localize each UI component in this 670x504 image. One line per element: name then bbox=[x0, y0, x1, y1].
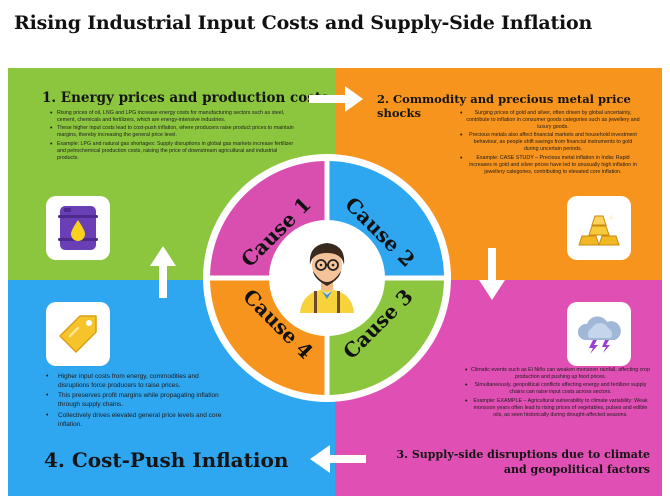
arrow-down-icon bbox=[479, 248, 505, 300]
price-tag-icon bbox=[46, 302, 110, 366]
bullet-supply-2: Simultaneously, geopolitical conflicts a… bbox=[465, 382, 650, 396]
bullets-supply: Climatic events such as El Niño can weak… bbox=[465, 367, 650, 420]
heading-supply: 3. Supply-side disruptions due to climat… bbox=[396, 448, 651, 476]
bullets-commodity: Surging prices of gold and silver, often… bbox=[460, 110, 640, 177]
arrow-up-icon bbox=[150, 246, 176, 298]
bullet-costpush-3: Collectively drives elevated general pri… bbox=[46, 411, 231, 429]
bullet-costpush-2: This preserves profit margins while prop… bbox=[46, 391, 231, 409]
page-title: Rising Industrial Input Costs and Supply… bbox=[14, 12, 593, 34]
heading-costpush: 4. Cost-Push Inflation bbox=[44, 448, 289, 472]
bullet-supply-3: Example: EXAMPLE – Agricultural vulnerab… bbox=[465, 398, 650, 419]
arrow-left-icon bbox=[310, 445, 366, 473]
storm-cloud-icon bbox=[567, 302, 631, 366]
bullets-costpush: Higher input costs from energy, commodit… bbox=[46, 372, 231, 430]
bullet-energy-3: Example: LPG and natural gas shortages: … bbox=[50, 141, 300, 162]
bullet-supply-1: Climatic events such as El Niño can weak… bbox=[465, 367, 650, 381]
bullet-commodity-2: Precious metals also affect financial ma… bbox=[460, 132, 640, 153]
bullet-commodity-3: Example: CASE STUDY – Precious metal inf… bbox=[460, 155, 640, 176]
gold-bars-icon bbox=[567, 196, 631, 260]
bullet-costpush-1: Higher input costs from energy, commodit… bbox=[46, 372, 231, 390]
bullet-energy-2: These higher input costs lead to cost-pu… bbox=[50, 125, 300, 139]
oil-barrel-icon bbox=[46, 196, 110, 260]
heading-energy: 1. Energy prices and production costs bbox=[42, 90, 329, 106]
bullets-energy: Rising prices of oil, LNG and LPG increa… bbox=[50, 110, 300, 163]
economist-avatar-icon bbox=[300, 243, 354, 313]
bullet-commodity-1: Surging prices of gold and silver, often… bbox=[460, 110, 640, 131]
cause-wheel: Cause 1 Cause 2 Cause 3 Cause 4 bbox=[203, 154, 451, 402]
arrow-right-icon bbox=[309, 86, 363, 112]
bullet-energy-1: Rising prices of oil, LNG and LPG increa… bbox=[50, 110, 300, 124]
heading-commodity: 2. Commodity and precious metal price sh… bbox=[377, 92, 631, 120]
